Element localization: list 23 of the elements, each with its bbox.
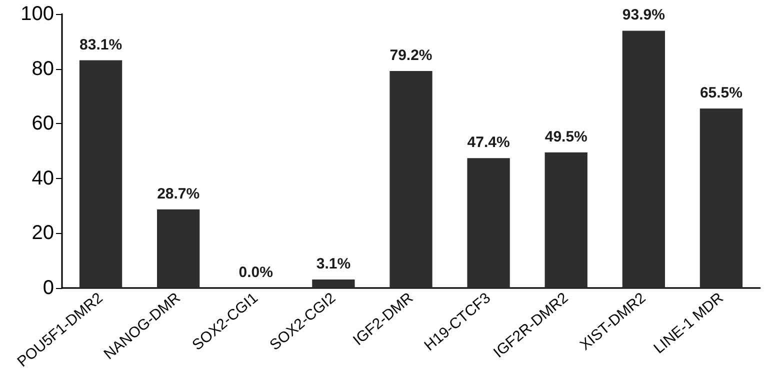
y-tick-label: 20 [32, 222, 54, 244]
data-label: 3.1% [316, 256, 351, 273]
bar [544, 152, 588, 288]
bar [157, 209, 200, 288]
y-tick-label: 40 [32, 167, 54, 190]
data-label: 0.0% [238, 264, 273, 281]
bar [467, 158, 510, 288]
y-tick-label: 80 [32, 58, 54, 80]
bar [700, 108, 743, 288]
data-label: 49.5% [544, 128, 588, 146]
bar [79, 60, 122, 288]
bar [312, 280, 355, 288]
data-label: 93.9% [622, 6, 665, 24]
y-tick-label: 0 [42, 277, 54, 299]
data-label: 83.1% [80, 36, 122, 54]
y-tick-label: 60 [32, 112, 54, 135]
bar [622, 30, 665, 288]
y-tick-label: 100 [20, 3, 54, 25]
bar [390, 70, 432, 288]
data-label: 47.4% [467, 134, 510, 152]
data-label: 65.5% [700, 84, 742, 102]
data-label: 79.2% [390, 46, 432, 64]
data-label: 28.7% [157, 185, 200, 202]
